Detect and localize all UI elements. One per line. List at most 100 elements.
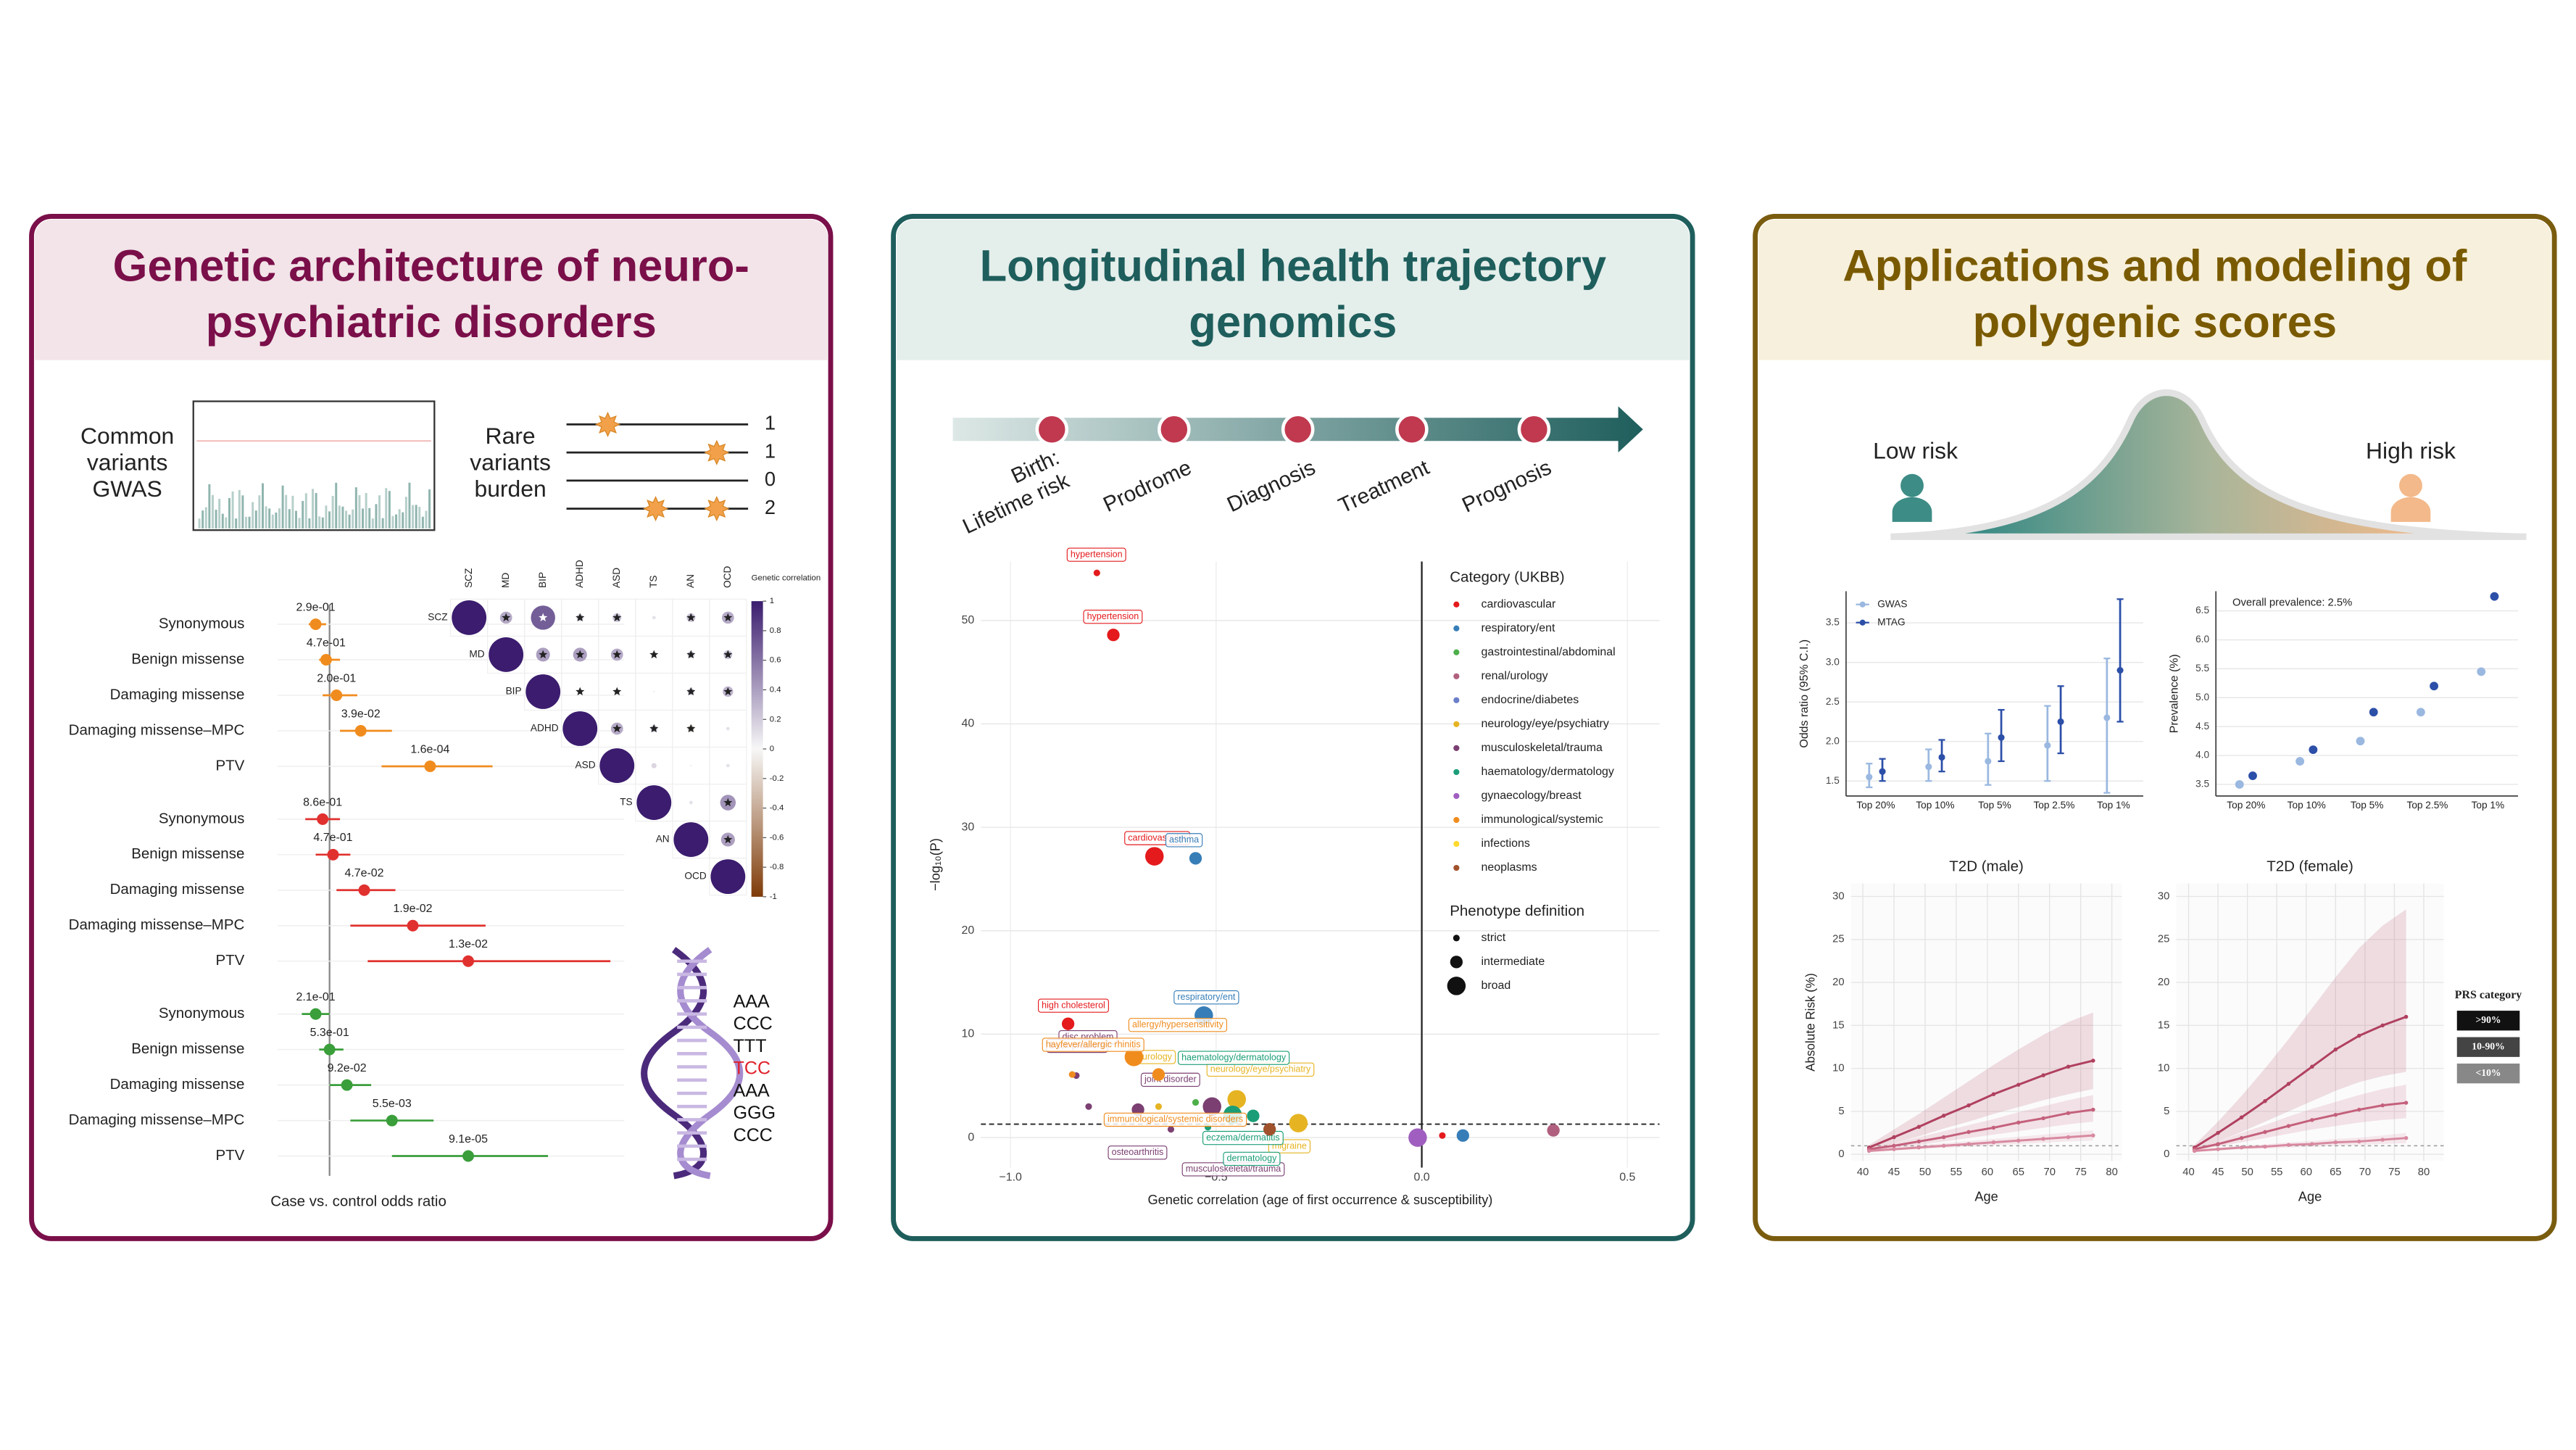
row-label: TS (620, 797, 632, 808)
column-label: AN (685, 574, 696, 588)
risk-point (2286, 1124, 2291, 1128)
y-tick-label: 3.5 (2195, 779, 2209, 790)
point-label-box (1173, 990, 1239, 1005)
risk-point (2403, 1101, 2409, 1105)
significance-star (723, 798, 733, 807)
significance-star (612, 650, 622, 659)
legend-key (2456, 1063, 2520, 1084)
point-label: musculoskeletal/trauma (1186, 1164, 1281, 1174)
y-tick-label: 5 (1838, 1106, 1844, 1117)
legend-size-key (1447, 977, 1466, 995)
phenotype-point (1227, 1090, 1246, 1109)
estimate-point (2044, 742, 2051, 749)
phenotype-point (1439, 1132, 1446, 1139)
legend-title: Category (UKBB) (1450, 569, 1564, 586)
legend-key (1453, 625, 1460, 631)
correlation-circle (489, 637, 524, 672)
gwas-icon-bar (312, 489, 314, 529)
gwas-icon-bar (204, 507, 207, 529)
significance-star (502, 613, 511, 622)
column-label: MD (500, 573, 511, 588)
phenotype-point (1263, 1123, 1276, 1136)
legend-key (1453, 840, 1460, 848)
risk-point (1991, 1125, 1996, 1130)
gwas-icon-bar (325, 505, 328, 529)
gwas-icon-bar (415, 505, 417, 529)
codon: AAA (734, 1080, 770, 1101)
risk-point (2216, 1130, 2220, 1135)
risk-point (2286, 1082, 2291, 1086)
phenotype-point (1093, 569, 1100, 576)
title-band (1758, 219, 2551, 360)
x-tick-label: 65 (2013, 1167, 2024, 1178)
correlation-circle (651, 763, 657, 768)
gwas-icon-bar (231, 491, 234, 529)
phenotype-point (1155, 1103, 1162, 1110)
point-label-box (1083, 610, 1143, 624)
row-label: AN (656, 834, 670, 845)
codon: GGG (734, 1103, 776, 1123)
colorbar-title: Genetic correlation (752, 573, 820, 582)
x-tick-label: 70 (2359, 1167, 2371, 1178)
odds-ratio-point (309, 618, 322, 631)
correlation-circle (726, 726, 730, 731)
risk-point (2286, 1143, 2291, 1147)
gwas-icon-bar (412, 505, 415, 529)
gwas-icon-bar (354, 487, 357, 529)
burden-label: Rare (486, 423, 536, 449)
phenotype-point (1061, 1017, 1075, 1030)
category-label: Synonymous (159, 810, 245, 826)
risk-point (1991, 1140, 1996, 1145)
gwas-icon-bar (371, 518, 374, 529)
x-tick-label: Top 1% (2097, 800, 2130, 811)
risk-band (1869, 1012, 2093, 1150)
legend-label: musculoskeletal/trauma (1482, 742, 1603, 754)
x-tick-label: 55 (2271, 1167, 2282, 1178)
x-tick-label: 80 (2106, 1167, 2117, 1178)
category-label: Damaging missense–MPC (69, 916, 245, 933)
y-tick-label: 50 (961, 614, 974, 626)
gwas-icon-bar (281, 485, 284, 529)
phenotype-point (1167, 1126, 1175, 1133)
risk-point (1966, 1142, 1971, 1146)
gwas-icon-bar (362, 508, 365, 529)
legend-key (1453, 768, 1460, 776)
gwas-icon-bar (358, 494, 361, 529)
colorbar-label: -0.2 (770, 774, 784, 783)
significance-star (539, 613, 548, 622)
risk-point (2380, 1103, 2385, 1108)
gwas-icon-bar (295, 510, 297, 529)
prevalence-point (2369, 708, 2378, 717)
risk-point (2091, 1058, 2095, 1063)
category-label: Damaging missense (110, 1076, 245, 1093)
panel-title: Genetic architecture of neuro- (113, 241, 749, 291)
row-label: ADHD (531, 723, 559, 734)
stage-dot (1158, 413, 1191, 447)
category-label: Benign missense (131, 650, 244, 667)
p-value-label: 1.9e-02 (393, 903, 432, 915)
column-label: TS (648, 575, 659, 587)
p-value-label: 4.7e-01 (307, 637, 346, 649)
prevalence-point (2430, 682, 2439, 691)
correlation-circle (636, 785, 672, 820)
gwas-icon-bar (245, 516, 247, 529)
risk-point (2091, 1107, 2095, 1112)
y-tick-label: 4.0 (2195, 750, 2209, 761)
colorbar-label: 0.4 (770, 685, 781, 694)
column-label: BIP (537, 572, 548, 588)
risk-point (2066, 1135, 2071, 1140)
p-value-label: 2.9e-01 (296, 601, 336, 613)
gwas-icon-bar (391, 515, 394, 529)
legend-label: >90% (2475, 1014, 2501, 1025)
row-label: ASD (576, 760, 596, 771)
legend-title: PRS category (2455, 989, 2522, 1001)
x-tick-label: Top 2.5% (2407, 800, 2448, 811)
risk-point (2333, 1112, 2338, 1117)
risk-point (1916, 1146, 1921, 1150)
correlation-circle (525, 674, 561, 709)
panel-title: polygenic scores (1973, 297, 2337, 347)
category-label: PTV (215, 757, 244, 774)
legend-key (1453, 745, 1460, 751)
y-tick-label: 0 (968, 1131, 974, 1143)
gwas-icon-bar (198, 518, 201, 529)
